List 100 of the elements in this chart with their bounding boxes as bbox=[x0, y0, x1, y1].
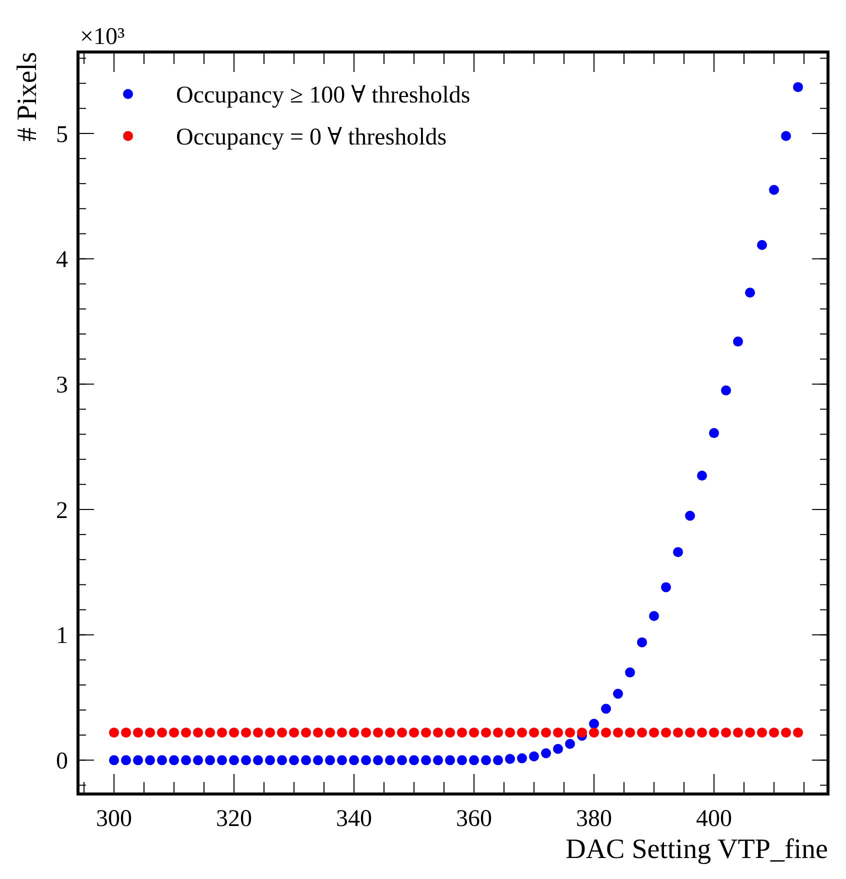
point bbox=[229, 728, 239, 738]
point bbox=[661, 582, 671, 592]
point bbox=[745, 728, 755, 738]
point bbox=[205, 755, 215, 766]
point bbox=[541, 748, 551, 758]
point bbox=[169, 728, 179, 738]
point bbox=[313, 728, 323, 738]
point bbox=[565, 738, 575, 749]
point bbox=[301, 728, 311, 738]
point bbox=[217, 755, 227, 766]
point bbox=[361, 728, 371, 738]
point bbox=[241, 755, 251, 766]
point bbox=[169, 755, 179, 766]
point bbox=[613, 688, 623, 699]
point bbox=[721, 385, 731, 396]
y-tick-label: 0 bbox=[56, 748, 68, 775]
point bbox=[505, 728, 515, 738]
point bbox=[253, 755, 263, 766]
point bbox=[109, 728, 119, 738]
y-tick-label: 1 bbox=[56, 623, 68, 650]
point bbox=[709, 728, 719, 738]
point bbox=[109, 755, 119, 766]
point bbox=[493, 755, 503, 766]
point bbox=[361, 755, 371, 766]
point bbox=[541, 728, 551, 738]
point bbox=[157, 728, 167, 738]
point bbox=[205, 728, 215, 738]
point bbox=[733, 336, 743, 347]
point bbox=[529, 728, 539, 738]
point bbox=[457, 728, 467, 738]
point bbox=[373, 755, 383, 766]
point bbox=[637, 637, 647, 648]
point bbox=[757, 728, 767, 738]
point bbox=[685, 728, 695, 738]
x-axis-title: DAC Setting VTP_fine bbox=[566, 834, 828, 865]
point bbox=[133, 728, 143, 738]
point bbox=[505, 754, 515, 764]
point bbox=[733, 728, 743, 738]
point bbox=[553, 728, 563, 738]
point bbox=[793, 728, 803, 738]
point bbox=[277, 755, 287, 766]
x-tick-label: 340 bbox=[336, 806, 372, 832]
point bbox=[469, 755, 479, 766]
point bbox=[253, 728, 263, 738]
point bbox=[397, 728, 407, 738]
point bbox=[589, 728, 599, 738]
point bbox=[181, 755, 191, 766]
y-tick-label: 4 bbox=[56, 247, 68, 274]
point bbox=[613, 728, 623, 738]
point bbox=[673, 728, 683, 738]
point bbox=[337, 728, 347, 738]
point bbox=[517, 728, 527, 738]
point bbox=[373, 728, 383, 738]
point bbox=[469, 728, 479, 738]
point bbox=[649, 728, 659, 738]
y-axis-title: # Pixels bbox=[12, 52, 43, 142]
point bbox=[553, 744, 563, 754]
point bbox=[517, 753, 527, 764]
point bbox=[181, 728, 191, 738]
point bbox=[673, 547, 683, 558]
point bbox=[781, 130, 791, 141]
point bbox=[133, 755, 143, 766]
point bbox=[481, 728, 491, 738]
x-tick-label: 380 bbox=[576, 806, 612, 832]
point bbox=[721, 728, 731, 738]
point bbox=[421, 728, 431, 738]
point bbox=[697, 728, 707, 738]
point bbox=[121, 755, 131, 766]
point bbox=[277, 728, 287, 738]
y-tick-label: 2 bbox=[56, 498, 68, 524]
point bbox=[193, 728, 203, 738]
point bbox=[289, 728, 299, 738]
point bbox=[409, 728, 419, 738]
point bbox=[409, 755, 419, 766]
point bbox=[793, 82, 803, 92]
point bbox=[649, 611, 659, 622]
legend-label: Occupancy = 0 ∀ thresholds bbox=[176, 124, 447, 150]
x-tick-label: 400 bbox=[696, 806, 732, 832]
point bbox=[145, 728, 155, 738]
point bbox=[769, 728, 779, 738]
point bbox=[481, 755, 491, 766]
point bbox=[349, 755, 359, 766]
point bbox=[625, 728, 635, 738]
point bbox=[397, 755, 407, 766]
point bbox=[529, 751, 539, 762]
y-tick-label: 5 bbox=[56, 122, 68, 148]
point bbox=[493, 728, 503, 738]
point bbox=[301, 755, 311, 766]
point bbox=[625, 667, 635, 678]
point bbox=[385, 755, 395, 766]
point bbox=[745, 288, 755, 298]
point bbox=[445, 728, 455, 738]
point bbox=[565, 728, 575, 738]
point bbox=[589, 718, 599, 729]
point bbox=[757, 240, 767, 250]
point bbox=[121, 728, 131, 738]
point bbox=[325, 728, 335, 738]
x-tick-label: 300 bbox=[96, 806, 132, 832]
point bbox=[697, 470, 707, 481]
point bbox=[349, 728, 359, 738]
